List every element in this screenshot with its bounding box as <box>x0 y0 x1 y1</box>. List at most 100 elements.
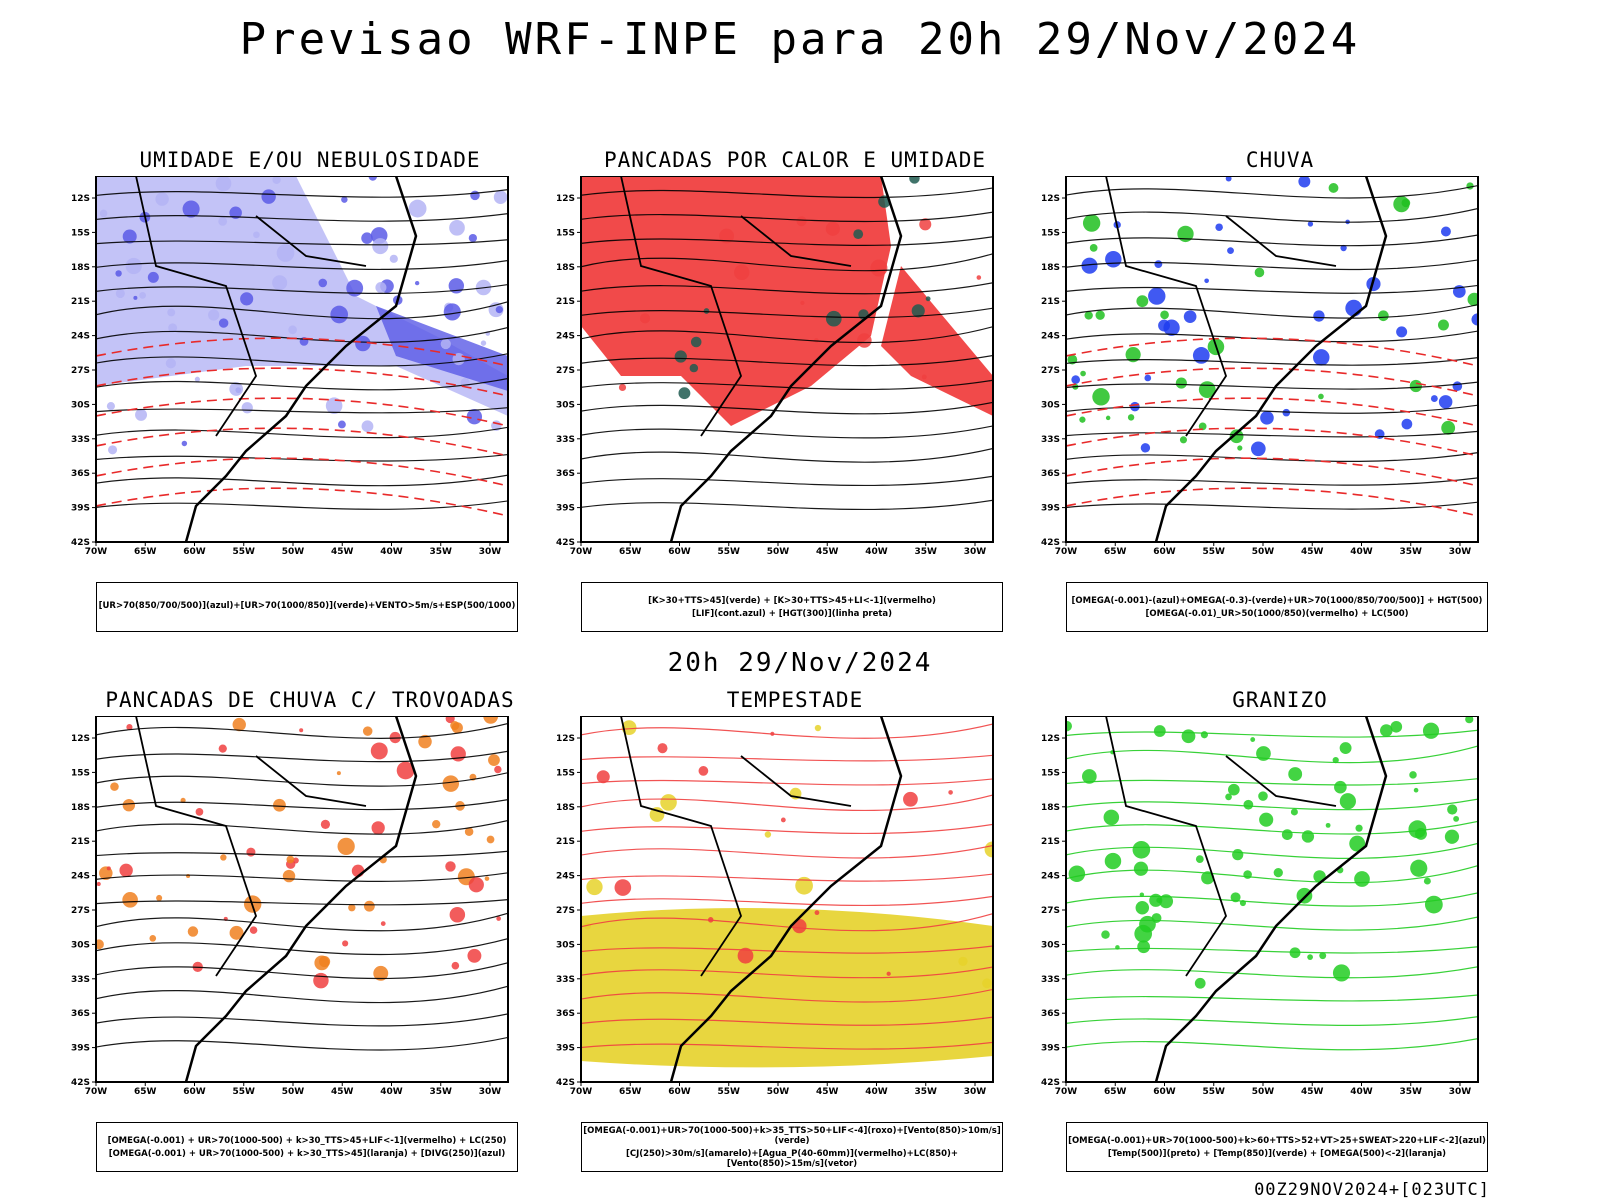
legend-line-1: [OMEGA(-0.001)+UR>70(1000-500)+k>60+TTS>… <box>1068 1135 1486 1146</box>
lat-tick-label: 42S <box>1041 1078 1060 1088</box>
lon-tick-label: 40W <box>1350 547 1373 557</box>
lat-tick-label: 21S <box>71 297 90 307</box>
lon-tick-label: 30W <box>964 547 987 557</box>
lat-tick-label: 33S <box>556 435 575 445</box>
legend-line-2: [OMEGA(-0.01)_UR>50(1000/850)(vermelho) … <box>1145 608 1409 619</box>
lon-tick-label: 70W <box>85 1087 108 1097</box>
lon-tick-label: 55W <box>233 547 256 557</box>
page-title: Previsao WRF-INPE para 20h 29/Nov/2024 <box>239 14 1361 65</box>
lon-tick-label: 50W <box>1252 547 1275 557</box>
lon-tick-label: 40W <box>380 547 403 557</box>
lon-tick-label: 55W <box>718 547 741 557</box>
lat-tick-label: 15S <box>1041 768 1060 778</box>
panel-granizo: GRANIZO 12S 15S 18S 21S 24S 27S 30S 33S 36S 39S 42… <box>1040 688 1520 1172</box>
panel-title: CHUVA <box>1245 148 1315 172</box>
lon-tick-label: 65W <box>1104 1087 1127 1097</box>
lat-tick-label: 36S <box>556 1009 575 1019</box>
lon-tick-label: 35W <box>430 547 453 557</box>
legend-line-1: [OMEGA(-0.001) + UR>70(1000-500) + k>30_… <box>107 1135 507 1146</box>
lat-tick-label: 12S <box>71 734 90 744</box>
lon-tick-label: 55W <box>1203 547 1226 557</box>
lat-tick-label: 15S <box>556 768 575 778</box>
lon-tick-label: 50W <box>767 547 790 557</box>
lat-tick-label: 39S <box>1041 504 1060 514</box>
lon-tick-label: 65W <box>134 547 157 557</box>
lat-tick-label: 30S <box>71 400 90 410</box>
lon-tick-label: 45W <box>1301 547 1324 557</box>
lat-tick-label: 30S <box>556 940 575 950</box>
lon-tick-label: 35W <box>430 1087 453 1097</box>
lat-tick-label: 30S <box>556 400 575 410</box>
lat-tick-label: 27S <box>1041 366 1060 376</box>
map-frame <box>580 716 994 1083</box>
lat-tick-label: 15S <box>71 768 90 778</box>
legend-line-1: [OMEGA(-0.001)+UR>70(1000-500)+k>35_TTS>… <box>583 1125 1001 1146</box>
legend-box: [OMEGA(-0.001)-(azul)+OMEGA(-0.3)-(verde… <box>1066 582 1488 632</box>
lat-tick-label: 39S <box>71 504 90 514</box>
lat-tick-label: 42S <box>556 1078 575 1088</box>
legend-line-1: [OMEGA(-0.001)-(azul)+OMEGA(-0.3)-(verde… <box>1071 595 1483 606</box>
lat-tick-label: 27S <box>71 366 90 376</box>
lon-tick-label: 50W <box>1252 1087 1275 1097</box>
lat-tick-label: 24S <box>1041 332 1060 342</box>
legend-line-2: [LIF](cont.azul) + [HGT(300)](linha pret… <box>691 608 893 619</box>
lon-tick-label: 70W <box>1055 1087 1078 1097</box>
lat-tick-label: 33S <box>556 975 575 985</box>
lon-tick-label: 30W <box>1449 547 1472 557</box>
lat-tick-label: 21S <box>71 837 90 847</box>
lat-tick-label: 12S <box>1041 734 1060 744</box>
lon-tick-label: 60W <box>183 1087 206 1097</box>
lat-tick-label: 12S <box>556 194 575 204</box>
lat-tick-label: 42S <box>1041 538 1060 548</box>
lat-tick-label: 24S <box>71 332 90 342</box>
panel-chuva: CHUVA 12S 15S 18S 21S 24S 27S 30S 33S 36S 39S 42S 7… <box>1040 148 1520 632</box>
lon-tick-label: 70W <box>1055 547 1078 557</box>
lat-tick-label: 12S <box>556 734 575 744</box>
map-frame <box>1065 716 1479 1083</box>
legend-line-2: [OMEGA(-0.001) + UR>70(1000-500) + k>30_… <box>108 1148 506 1159</box>
lat-tick-label: 18S <box>556 803 575 813</box>
lat-tick-label: 15S <box>1041 228 1060 238</box>
lat-tick-label: 24S <box>71 872 90 882</box>
lat-tick-label: 24S <box>556 872 575 882</box>
legend-box: [OMEGA(-0.001)+UR>70(1000-500)+k>35_TTS>… <box>581 1122 1003 1172</box>
legend-line-2: [CJ(250)>30m/s](amarelo)+[Agua_P(40-60mm… <box>625 1148 959 1169</box>
lon-tick-label: 40W <box>380 1087 403 1097</box>
panel-tempestade: TEMPESTADE 12S 15S 18S 21S 24S 27S 30S 33S 36S 39… <box>555 688 1035 1172</box>
panel-title: TEMPESTADE <box>726 688 864 712</box>
lat-tick-label: 15S <box>556 228 575 238</box>
lon-tick-label: 55W <box>1203 1087 1226 1097</box>
map-frame <box>95 716 509 1083</box>
map-field <box>96 716 508 1082</box>
lon-tick-label: 70W <box>570 1087 593 1097</box>
lat-tick-label: 42S <box>71 538 90 548</box>
lat-tick-label: 18S <box>71 803 90 813</box>
lat-tick-label: 24S <box>1041 872 1060 882</box>
lon-tick-label: 50W <box>282 547 305 557</box>
lat-tick-label: 36S <box>556 469 575 479</box>
lon-tick-label: 45W <box>1301 1087 1324 1097</box>
lon-tick-label: 35W <box>915 547 938 557</box>
map-field <box>581 716 993 1082</box>
lat-tick-label: 36S <box>1041 1009 1060 1019</box>
lat-tick-label: 33S <box>1041 975 1060 985</box>
lat-tick-label: 21S <box>556 297 575 307</box>
panel-trovoadas: PANCADAS DE CHUVA C/ TROVOADAS 12S 15S 18S… <box>70 688 550 1172</box>
legend-line-1: [K>30+TTS>45](verde) + [K>30+TTS>45+LI<-… <box>648 595 936 606</box>
lat-tick-label: 39S <box>71 1044 90 1054</box>
panel-title: PANCADAS DE CHUVA C/ TROVOADAS <box>105 688 515 712</box>
panel-umidade: UMIDADE E/OU NEBULOSIDADE 12S 15S 18S 21S 24… <box>70 148 550 632</box>
lon-tick-label: 30W <box>479 1087 502 1097</box>
lat-tick-label: 30S <box>1041 940 1060 950</box>
legend-box: [UR>70(850/700/500)](azul)+[UR>70(1000/8… <box>96 582 518 632</box>
lon-tick-label: 40W <box>1350 1087 1373 1097</box>
lat-tick-label: 27S <box>556 366 575 376</box>
map-field <box>1066 716 1478 1082</box>
lat-tick-label: 27S <box>1041 906 1060 916</box>
lon-tick-label: 60W <box>1153 1087 1176 1097</box>
lat-tick-label: 18S <box>1041 803 1060 813</box>
lon-tick-label: 60W <box>668 547 691 557</box>
